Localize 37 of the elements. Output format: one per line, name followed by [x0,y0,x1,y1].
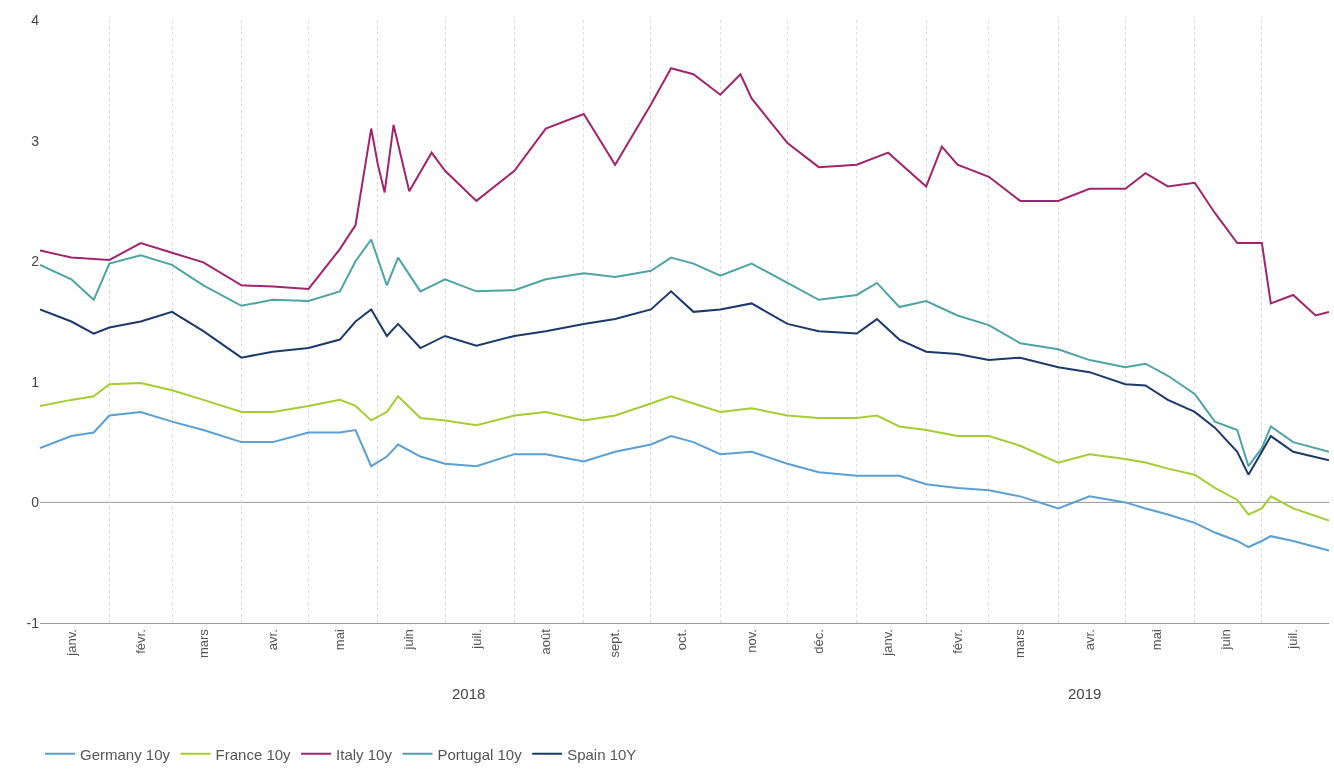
x-tick-label: avr. [1081,629,1097,651]
x-tick-label: juil. [1285,629,1301,650]
line-series [40,238,1329,468]
line-series [40,382,1329,522]
line-series [40,410,1329,552]
legend-label: France 10y [215,745,292,763]
x-tick-label: juin [1218,629,1234,651]
x-tick-label: janv. [63,629,79,657]
legend-label: Spain 10Y [567,745,637,763]
x-tick-label: oct. [674,629,690,651]
x-tick-label: mai [1148,629,1164,651]
x-tick-label: févr. [949,629,965,654]
y-tick-label: -1 [26,614,40,631]
legend-label: Germany 10y [80,745,171,763]
x-tick-label: févr. [132,629,148,654]
x-tick-label: mai [332,629,348,651]
line-series [40,290,1329,476]
x-tick-label: juin [401,629,417,651]
legend-label: Italy 10y [336,745,393,763]
line-series [40,67,1329,317]
text: 2018 [452,685,486,702]
x-tick-label: nov. [743,629,759,653]
y-tick-label: 1 [31,373,40,390]
x-tick-label: août [537,628,553,655]
x-tick-label: mars [195,628,211,659]
x-tick-label: janv. [880,629,896,657]
y-tick-label: 4 [31,11,40,28]
x-tick-label: avr. [264,629,280,651]
y-tick-label: 3 [31,132,40,149]
legend-label: Portugal 10y [437,745,523,763]
x-tick-label: sept. [607,629,623,658]
y-tick-label: 2 [31,253,40,270]
x-tick-label: mars [1012,628,1028,659]
y-tick-label: 0 [31,494,40,511]
x-tick-label: déc. [810,629,826,654]
text: 2019 [1068,685,1102,702]
x-tick-label: juil. [468,629,484,650]
